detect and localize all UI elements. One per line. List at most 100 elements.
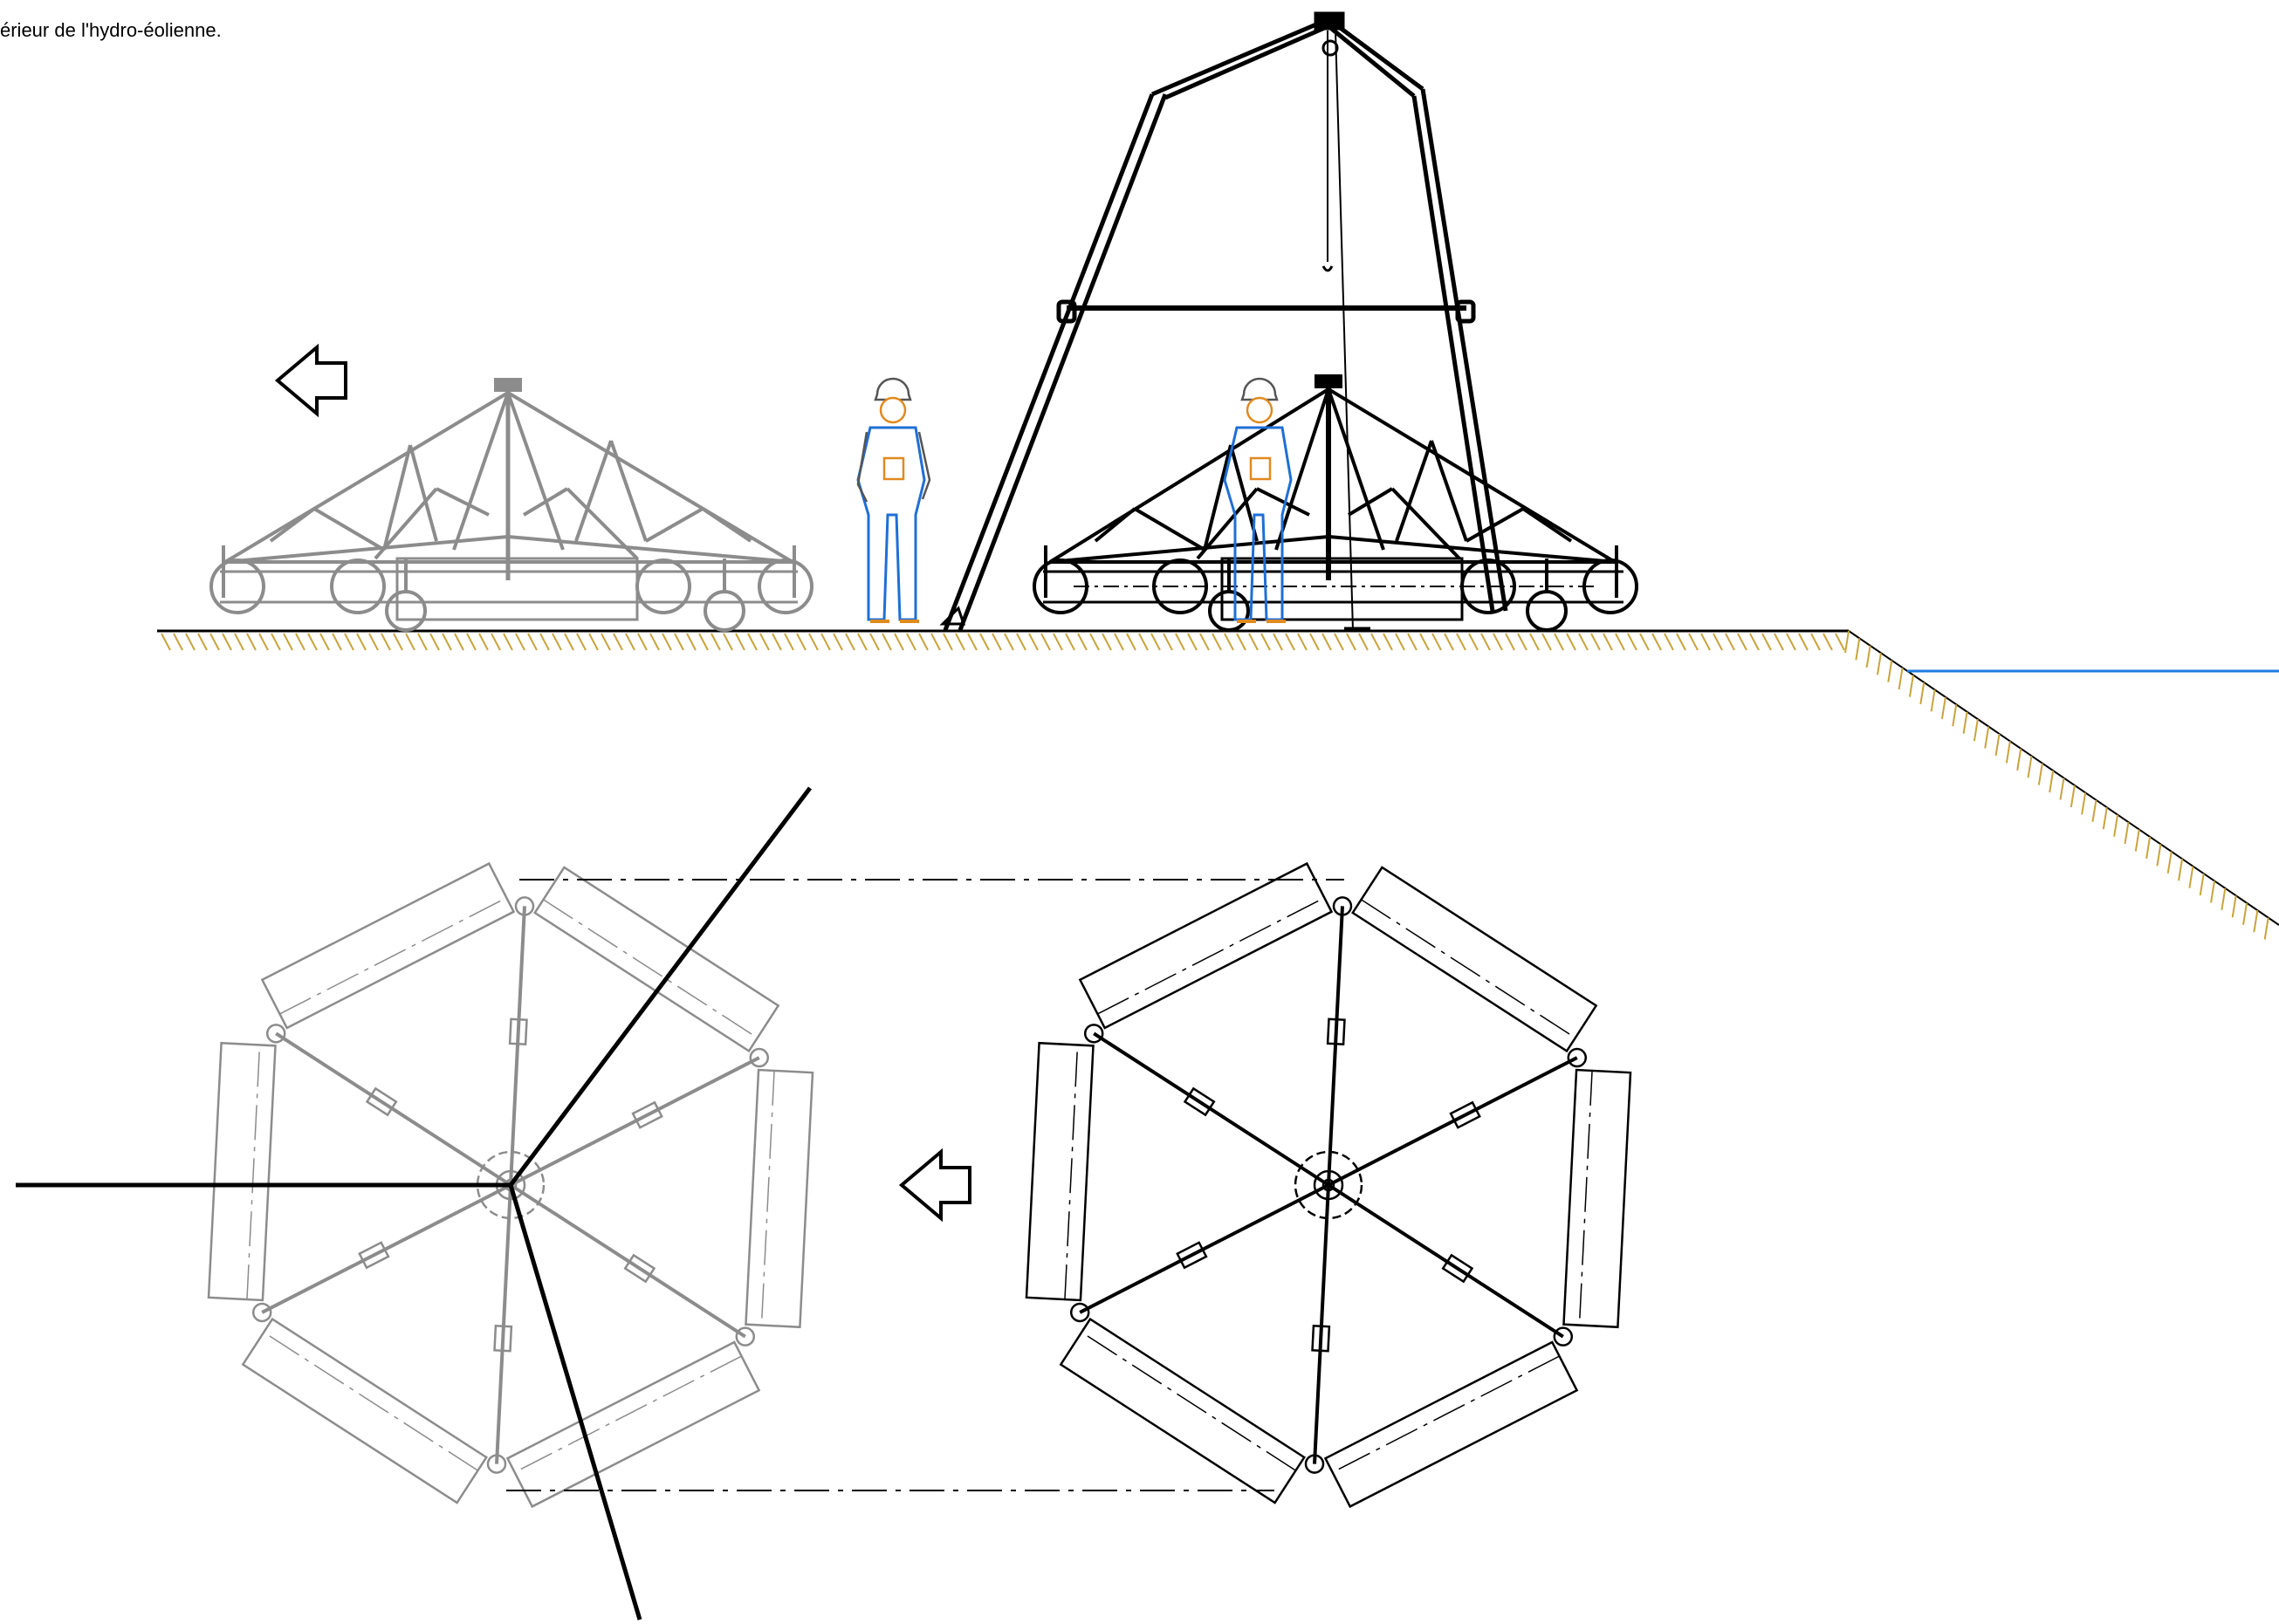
pontoon-axis [1064,1045,1079,1300]
hatch-stroke [674,633,684,651]
hatch-stroke [1163,633,1173,651]
spoke [1327,1183,1564,1339]
hatch-stroke [515,633,525,651]
node-joint [1567,1047,1588,1068]
hatch-stroke [1688,633,1699,651]
node-joint [1083,1024,1104,1044]
lifting-gantry [939,11,1508,631]
hatch-stroke [2253,909,2259,933]
hatch-stroke [1358,633,1369,651]
hatch-stroke [1578,633,1589,651]
floater-top-view-active [1025,861,1632,1509]
hatch-stroke [222,633,232,651]
left-arrow-outline-icon [898,1148,971,1223]
hatch-stroke [393,633,403,651]
hatch-stroke [552,633,562,651]
hatch-stroke [1004,633,1014,651]
hatch-stroke [723,633,733,651]
hatch-stroke [1517,633,1527,651]
hatch-stroke [1224,633,1234,651]
hub-center [1321,1178,1335,1192]
hatch-stroke [1810,633,1821,651]
hatch-stroke [1236,633,1246,651]
hatch-stroke [918,633,929,651]
hatch-stroke [319,633,330,651]
node-joint [265,1024,286,1044]
hatch-stroke [1028,633,1039,651]
hatch-stroke [576,633,587,651]
hatch-stroke [2016,748,2022,771]
hatch-stroke [2037,763,2043,785]
hatch-stroke [1383,633,1393,651]
turnbuckle [1183,1086,1216,1117]
hatch-stroke [332,633,342,651]
hatch-stroke [1248,633,1259,651]
hatch-stroke [1102,633,1112,651]
hatch-stroke [1725,633,1735,651]
hatch-stroke [356,633,367,651]
hatch-stroke [808,633,819,651]
hatch-stroke [1468,633,1479,651]
node-joint [1553,1326,1574,1346]
spoke [1313,1184,1330,1464]
hatch-stroke [1505,633,1515,651]
hatch-stroke [735,633,745,651]
pontoon [533,866,780,1053]
hatch-stroke [1984,726,1990,749]
hatch-stroke [1554,633,1564,651]
pontoon-axis [246,1045,261,1300]
hatch-stroke [1444,633,1454,651]
hatch-stroke [759,633,770,651]
hatch-stroke [2102,807,2108,830]
hatch-stroke [1876,653,1882,675]
hub-ring [476,1150,546,1220]
hatch-stroke [1077,633,1088,651]
hatch-stroke [1150,633,1161,651]
hatch-stroke [2221,887,2227,911]
hatch-stroke [1590,633,1601,651]
ground-section [157,629,2279,940]
hatch-stroke [527,633,538,651]
hatch-stroke [234,633,244,651]
hatch-stroke [906,633,916,651]
floater-top-view-ghost [207,861,814,1509]
hatch-stroke [1844,630,1850,654]
hatch-stroke [1260,633,1271,651]
pontoon-axis [760,1070,775,1326]
hatch-stroke [1541,633,1552,651]
diagram-caption: érieur de l'hydro-éolienne. [0,19,222,41]
pontoon [1059,1317,1306,1504]
pontoon [1323,1340,1579,1509]
hatch-stroke [930,633,941,651]
ground-hatch [161,633,1845,651]
hatch-stroke [1309,633,1320,651]
hatch-stroke [1908,675,1914,697]
turnbuckle [623,1253,656,1284]
hatch-stroke [1952,704,1958,727]
hatch-stroke [209,633,220,651]
hatch-stroke [698,633,709,651]
hatch-stroke [1053,633,1063,651]
turnbuckle [1441,1253,1474,1284]
hatch-stroke [2134,829,2140,852]
bank-hatch [1844,630,2269,940]
spoke [509,1183,746,1339]
worker-figure [1223,377,1293,623]
hatch-stroke [1089,633,1100,651]
turnbuckle [1176,1241,1208,1270]
hatch-stroke [1114,633,1124,651]
hatch-stroke [1395,633,1405,651]
hatch-stroke [246,633,257,651]
hatch-stroke [1407,633,1418,651]
hatch-stroke [1887,660,1893,682]
pontoon-axis [1332,1355,1560,1473]
hatch-stroke [1940,696,1946,719]
hatch-stroke [1065,633,1075,651]
pontoon-axis [543,899,759,1038]
hatch-stroke [967,633,978,651]
hatch-stroke [747,633,758,651]
hatch-stroke [478,633,489,651]
hatch-stroke [539,633,550,651]
pontoon [505,1340,761,1509]
hatch-stroke [613,633,623,651]
